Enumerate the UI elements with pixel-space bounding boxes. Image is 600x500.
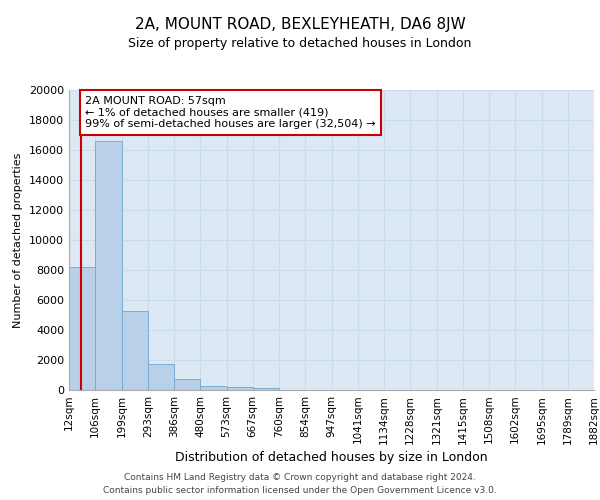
Text: Size of property relative to detached houses in London: Size of property relative to detached ho… <box>128 38 472 51</box>
Bar <box>95 141 121 390</box>
Text: 2A MOUNT ROAD: 57sqm
← 1% of detached houses are smaller (419)
99% of semi-detac: 2A MOUNT ROAD: 57sqm ← 1% of detached ho… <box>85 96 376 129</box>
Bar <box>253 388 279 390</box>
Text: 2A, MOUNT ROAD, BEXLEYHEATH, DA6 8JW: 2A, MOUNT ROAD, BEXLEYHEATH, DA6 8JW <box>134 18 466 32</box>
Y-axis label: Number of detached properties: Number of detached properties <box>13 152 23 328</box>
Text: Contains HM Land Registry data © Crown copyright and database right 2024.: Contains HM Land Registry data © Crown c… <box>124 472 476 482</box>
Bar <box>148 364 174 390</box>
Bar <box>227 387 253 390</box>
Text: Contains public sector information licensed under the Open Government Licence v3: Contains public sector information licen… <box>103 486 497 495</box>
X-axis label: Distribution of detached houses by size in London: Distribution of detached houses by size … <box>175 450 488 464</box>
Bar <box>121 310 148 390</box>
Bar <box>69 267 95 390</box>
Bar <box>200 386 227 390</box>
Bar <box>174 379 200 390</box>
